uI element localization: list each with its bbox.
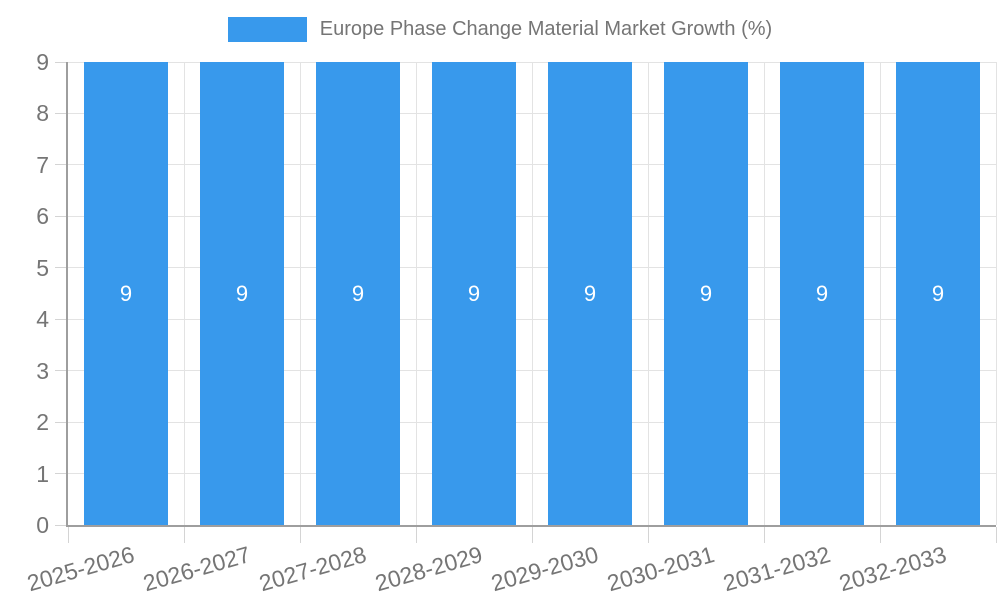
x-tick-label: 2025-2026 [24, 541, 138, 597]
legend-item[interactable]: Europe Phase Change Material Market Grow… [227, 17, 773, 42]
bar: 9 [316, 62, 400, 525]
chart-legend: Europe Phase Change Material Market Grow… [0, 17, 1000, 42]
legend-label: Europe Phase Change Material Market Grow… [319, 18, 773, 40]
bar: 9 [84, 62, 168, 525]
x-tick-label: 2032-2033 [836, 541, 950, 597]
y-tick [55, 112, 68, 114]
y-tick-label: 2 [36, 409, 49, 436]
x-gridline [995, 62, 997, 525]
y-axis-line [66, 62, 68, 525]
y-tick [55, 267, 68, 269]
bar: 9 [896, 62, 980, 525]
bar: 9 [664, 62, 748, 525]
bar-value-label: 9 [235, 280, 249, 306]
y-tick [55, 421, 68, 423]
legend-swatch-icon [227, 17, 307, 42]
x-tick-label: 2029-2030 [488, 541, 602, 597]
x-tick-label: 2030-2031 [604, 541, 718, 597]
bar-value-label: 9 [699, 280, 713, 306]
x-tick-label: 2027-2028 [256, 541, 370, 597]
x-gridline [647, 62, 649, 525]
bar: 9 [780, 62, 864, 525]
x-gridline [183, 62, 185, 525]
bar: 9 [200, 62, 284, 525]
y-tick [55, 370, 68, 372]
bar: 9 [548, 62, 632, 525]
bar-value-label: 9 [583, 280, 597, 306]
x-tick [879, 527, 881, 543]
y-tick [55, 164, 68, 166]
x-gridline [531, 62, 533, 525]
x-tick-label: 2031-2032 [720, 541, 834, 597]
bar-value-label: 9 [119, 280, 133, 306]
x-tick [67, 527, 69, 543]
x-tick-label: 2026-2027 [140, 541, 254, 597]
bar-value-label: 9 [815, 280, 829, 306]
x-tick [299, 527, 301, 543]
y-tick-label: 9 [36, 49, 49, 75]
x-gridline [415, 62, 417, 525]
y-tick-label: 6 [36, 203, 49, 230]
y-tick [55, 215, 68, 217]
x-gridline [299, 62, 301, 525]
x-tick-label: 2028-2029 [372, 541, 486, 597]
x-tick [183, 527, 185, 543]
x-tick [763, 527, 765, 543]
y-tick [55, 61, 68, 63]
y-tick [55, 473, 68, 475]
y-tick-label: 8 [36, 100, 49, 127]
bar-value-label: 9 [467, 280, 481, 306]
x-gridline [763, 62, 765, 525]
y-tick-label: 5 [36, 254, 49, 281]
y-tick-label: 7 [36, 151, 49, 178]
y-tick-label: 1 [36, 460, 49, 487]
x-tick [531, 527, 533, 543]
x-tick [415, 527, 417, 543]
y-tick-label: 4 [36, 306, 49, 333]
y-tick [55, 524, 68, 526]
y-tick [55, 318, 68, 320]
x-tick [995, 527, 997, 543]
x-tick [647, 527, 649, 543]
bar: 9 [432, 62, 516, 525]
bar-value-label: 9 [351, 280, 365, 306]
y-tick-label: 0 [36, 512, 49, 538]
y-tick-label: 3 [36, 357, 49, 384]
x-axis-line [66, 525, 996, 527]
x-gridline [879, 62, 881, 525]
bar-value-label: 9 [931, 280, 945, 306]
